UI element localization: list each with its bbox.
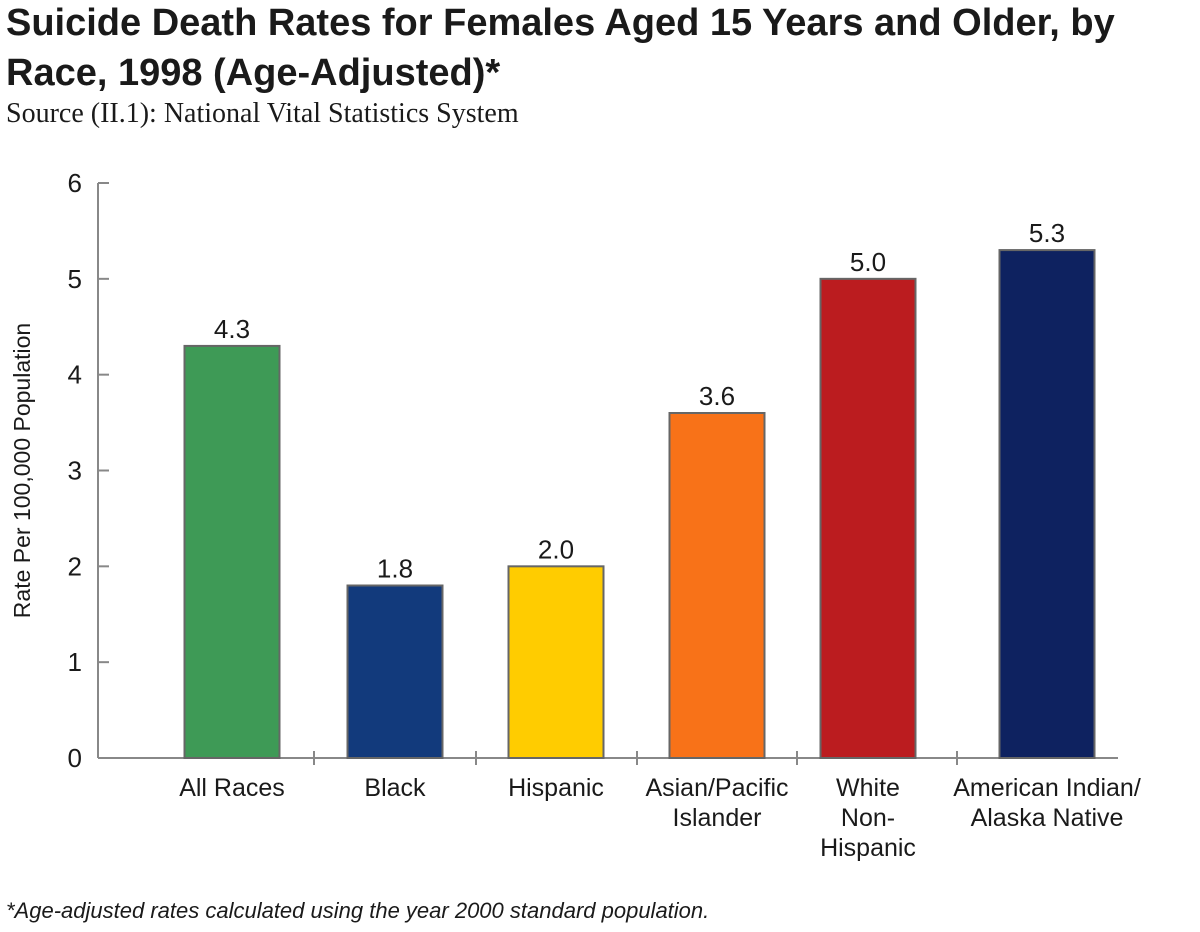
bar (819, 277, 917, 759)
chart-footnote: *Age-adjusted rates calculated using the… (6, 898, 710, 923)
x-category-label: Hispanic (508, 774, 604, 802)
y-tick-label: 0 (68, 743, 82, 773)
bar (998, 249, 1096, 759)
chart-source: Source (II.1): National Vital Statistics… (6, 98, 519, 129)
bar-value-label: 5.0 (850, 247, 886, 277)
y-tick-label: 4 (68, 360, 82, 390)
bar (183, 344, 281, 759)
x-category-label: Asian/Pacific Islander (645, 774, 788, 832)
y-tick-label: 5 (68, 264, 82, 294)
x-category-label: Black (364, 774, 426, 802)
bar-value-label: 5.3 (1029, 218, 1065, 248)
y-tick-label: 2 (68, 551, 82, 581)
y-tick-label: 6 (68, 168, 82, 198)
x-category-label: American Indian/Alaska Native (953, 774, 1141, 832)
chart-title: Suicide Death Rates for Females Aged 15 … (6, 2, 1115, 94)
bar (507, 565, 605, 759)
bar (668, 412, 766, 759)
y-tick-label: 3 (68, 456, 82, 486)
bar-value-label: 2.0 (538, 534, 574, 564)
bar (346, 584, 444, 759)
bar-value-label: 4.3 (214, 314, 250, 344)
bar-value-label: 1.8 (377, 554, 413, 584)
x-category-label: White Non-Hispanic (820, 774, 916, 862)
y-tick-label: 1 (68, 647, 82, 677)
bar-value-label: 3.6 (699, 381, 735, 411)
y-axis-title: Rate Per 100,000 Population (9, 323, 35, 618)
x-category-label: All Races (179, 774, 285, 802)
